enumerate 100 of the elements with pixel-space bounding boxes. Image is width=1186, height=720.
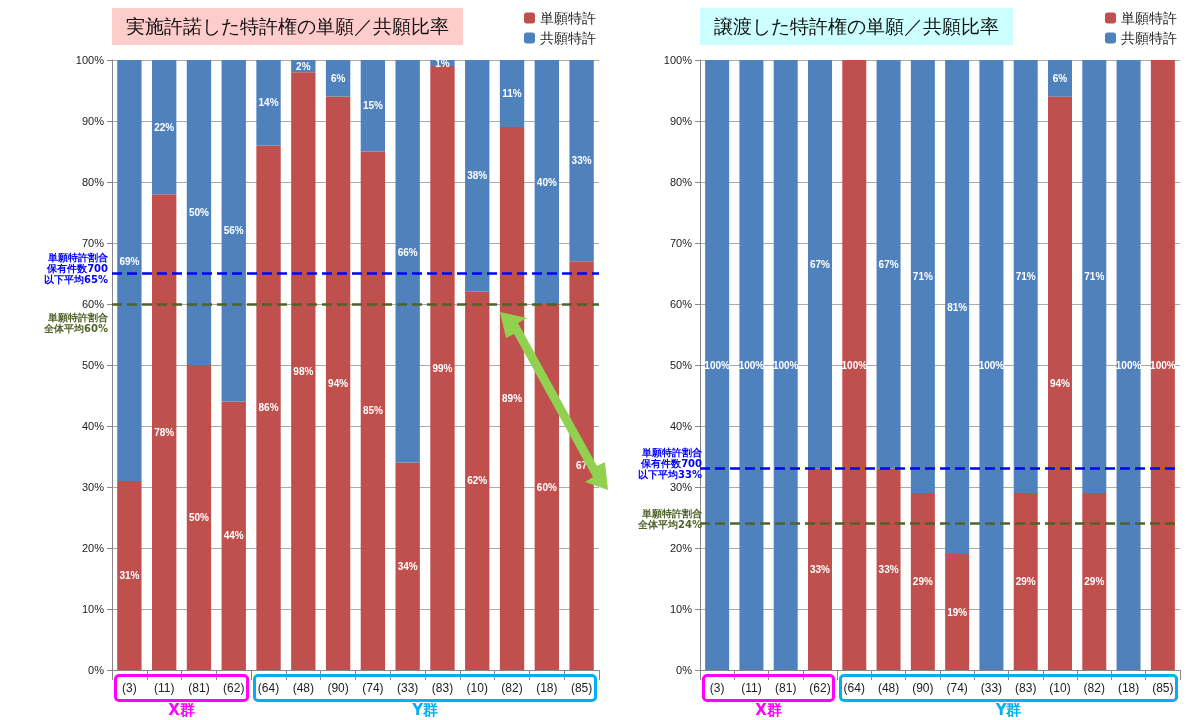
- data-label: 86%: [258, 402, 279, 414]
- y-tick-label: 100%: [663, 54, 693, 66]
- bar: [910, 493, 935, 670]
- y-tick-label: 20%: [669, 542, 693, 554]
- bar: [360, 151, 386, 670]
- bar: [152, 194, 177, 670]
- x-tick-label: (18): [1117, 681, 1140, 695]
- legend-label: 共願特許: [540, 30, 596, 46]
- x-tick-label: (62): [809, 681, 831, 695]
- data-label: 50%: [188, 512, 210, 523]
- bar: [534, 304, 559, 670]
- data-label: 98%: [293, 365, 314, 377]
- data-label: 33%: [878, 563, 899, 575]
- x-tick-label: (74): [946, 681, 968, 695]
- y-tick-label: 60%: [669, 298, 693, 310]
- y-tick-label: 70%: [669, 237, 693, 249]
- bar: [152, 60, 177, 195]
- data-label: 100%: [1150, 359, 1176, 371]
- bar: [221, 60, 246, 402]
- y-tick-label: 30%: [81, 481, 105, 493]
- x-tick-label: (62): [223, 681, 245, 695]
- bar: [1082, 60, 1107, 494]
- text: Y群: [412, 701, 438, 720]
- y-tick-label: 20%: [81, 542, 105, 554]
- data-label: 100%: [704, 359, 731, 371]
- y-tick-label: 80%: [669, 176, 693, 188]
- data-label: 38%: [467, 170, 488, 182]
- data-label: 19%: [947, 606, 968, 618]
- x-tick-label: (82): [501, 681, 523, 695]
- data-label: 31%: [119, 569, 140, 581]
- y-tick-label: 40%: [669, 420, 693, 432]
- ref-line-label: 単願特許割合保有件数700以下平均65%: [44, 252, 108, 285]
- bar: [499, 127, 525, 670]
- x-tick-label: (33): [397, 681, 419, 695]
- x-tick-label: (64): [843, 681, 865, 695]
- bar: [979, 60, 1004, 670]
- data-label: 99%: [432, 362, 453, 374]
- bar: [1048, 96, 1072, 670]
- data-label: 14%: [258, 97, 279, 109]
- data-label: 67%: [809, 258, 831, 270]
- data-label: 100%: [772, 359, 799, 371]
- y-tick-label: 90%: [81, 115, 105, 127]
- bar: [705, 60, 730, 670]
- bar: [842, 60, 867, 670]
- text: X群: [755, 701, 782, 720]
- data-label: 78%: [154, 426, 175, 438]
- bar: [256, 60, 281, 146]
- y-tick-label: 90%: [669, 115, 693, 127]
- data-label: 60%: [536, 481, 557, 493]
- y-tick-label: 10%: [81, 603, 105, 615]
- bar: [569, 261, 594, 670]
- bar: [430, 66, 455, 670]
- chart-title: 実施許諾した特許権の単願／共願比率: [126, 16, 449, 37]
- x-tick-label: (74): [362, 681, 384, 695]
- y-tick-label: 60%: [81, 298, 105, 310]
- data-label: 67%: [878, 258, 899, 270]
- data-label: 29%: [1015, 576, 1036, 588]
- data-label: 33%: [571, 155, 592, 167]
- bar: [221, 401, 246, 670]
- legend-label: 共願特許: [1121, 30, 1177, 46]
- data-label: 100%: [738, 359, 765, 371]
- bar: [910, 60, 935, 494]
- x-tick-label: (85): [570, 681, 593, 695]
- legend-label: 単願特許: [1121, 10, 1177, 26]
- data-label: 69%: [119, 255, 140, 267]
- data-label: 15%: [362, 100, 384, 112]
- bar: [534, 60, 559, 304]
- data-label: 94%: [328, 377, 349, 389]
- data-label: 6%: [1052, 72, 1068, 84]
- data-label: 11%: [502, 88, 522, 100]
- text: X群: [168, 701, 195, 720]
- x-tick-label: (90): [327, 681, 349, 695]
- bar: [739, 60, 764, 670]
- x-tick-label: (48): [292, 681, 314, 695]
- bar: [945, 60, 970, 555]
- x-tick-label: (10): [1049, 681, 1071, 695]
- bar: [876, 60, 901, 469]
- data-label: 62%: [467, 475, 488, 487]
- y-tick-label: 0%: [88, 664, 105, 676]
- x-tick-label: (82): [1083, 681, 1105, 695]
- data-label: 50%: [188, 207, 210, 218]
- y-tick-label: 0%: [676, 664, 693, 676]
- data-label: 71%: [1015, 271, 1036, 283]
- x-tick-label: (10): [466, 681, 488, 695]
- bar: [360, 60, 386, 152]
- bar: [186, 365, 212, 670]
- bar: [808, 60, 832, 469]
- data-label: 71%: [912, 271, 933, 283]
- data-label: 85%: [362, 405, 384, 417]
- y-tick-label: 50%: [81, 359, 105, 371]
- data-label: 71%: [1084, 271, 1105, 283]
- bar: [395, 60, 420, 463]
- x-tick-label: (11): [153, 681, 175, 695]
- y-tick-label: 80%: [81, 176, 105, 188]
- data-label: 40%: [536, 176, 557, 188]
- x-tick-label: (64): [257, 681, 280, 695]
- bar: [1116, 60, 1141, 670]
- y-tick-label: 70%: [81, 237, 105, 249]
- chart-title: 譲渡した特許権の単願／共願比率: [714, 16, 999, 37]
- data-label: 33%: [809, 563, 831, 575]
